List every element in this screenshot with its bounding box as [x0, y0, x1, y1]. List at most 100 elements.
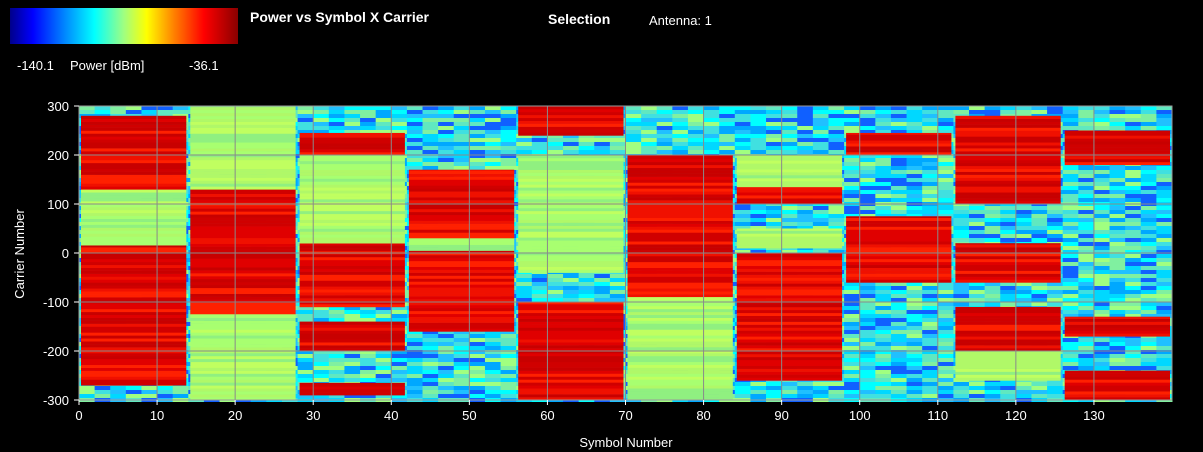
heatmap-noise-cell: [1125, 178, 1141, 182]
heatmap-noise-cell: [860, 294, 876, 298]
heatmap-noise-cell: [1110, 266, 1126, 270]
heatmap-noise-cell: [1094, 354, 1110, 358]
heatmap-noise-cell: [875, 170, 891, 174]
heatmap-noise-cell: [844, 314, 860, 318]
heatmap-noise-cell: [860, 166, 876, 170]
heatmap-noise-cell: [797, 222, 813, 226]
heatmap-noise-cell: [1063, 166, 1079, 170]
heatmap-noise-cell: [1156, 270, 1172, 274]
heatmap-noise-cell: [1016, 298, 1032, 302]
heatmap-noise-cell: [1094, 242, 1110, 246]
heatmap-noise-cell: [1125, 110, 1141, 114]
heatmap-noise-cell: [1078, 118, 1094, 122]
heatmap-noise-cell: [376, 126, 392, 130]
heatmap-noise-cell: [501, 338, 517, 342]
heatmap-noise-cell: [1141, 266, 1157, 270]
heatmap-noise-cell: [1063, 278, 1079, 282]
heatmap-noise-cell: [485, 126, 501, 130]
heatmap-noise-cell: [532, 278, 548, 282]
heatmap-noise-cell: [1094, 218, 1110, 222]
heatmap-noise-cell: [1000, 234, 1016, 238]
heatmap-noise-cell: [922, 294, 938, 298]
heatmap-noise-cell: [1047, 210, 1063, 214]
heatmap-noise-cell: [985, 286, 1001, 290]
heatmap-noise-cell: [391, 122, 407, 126]
heatmap-noise-cell: [782, 142, 798, 146]
heatmap-noise-cell: [501, 386, 517, 390]
heatmap-noise-cell: [1156, 226, 1172, 230]
heatmap-noise-cell: [1125, 302, 1141, 306]
heatmap-noise-cell: [907, 118, 923, 122]
heatmap-noise-cell: [797, 218, 813, 222]
heatmap-noise-cell: [1078, 106, 1094, 110]
heatmap-noise-cell: [938, 374, 954, 378]
heatmap-noise-cell: [875, 194, 891, 198]
heatmap-noise-cell: [985, 294, 1001, 298]
heatmap-noise-cell: [688, 126, 704, 130]
heatmap-noise-cell: [844, 190, 860, 194]
heatmap-noise-cell: [1031, 222, 1047, 226]
heatmap-noise-cell: [532, 146, 548, 150]
heatmap-noise-cell: [1063, 254, 1079, 258]
heatmap-noise-cell: [782, 110, 798, 114]
heatmap-noise-cell: [1063, 354, 1079, 358]
heatmap-noise-cell: [735, 118, 751, 122]
heatmap-noise-cell: [1000, 214, 1016, 218]
heatmap-noise-cell: [1094, 234, 1110, 238]
heatmap-noise-cell: [423, 370, 439, 374]
heatmap-noise-cell: [423, 114, 439, 118]
heatmap-noise-cell: [344, 378, 360, 382]
heatmap-noise-cell: [938, 162, 954, 166]
heatmap-noise-cell: [750, 114, 766, 118]
heatmap-noise-cell: [1110, 246, 1126, 250]
heatmap-noise-cell: [391, 106, 407, 110]
heatmap-noise-cell: [907, 386, 923, 390]
heatmap-noise-cell: [797, 110, 813, 114]
heatmap-noise-cell: [501, 146, 517, 150]
heatmap-noise-cell: [376, 358, 392, 362]
heatmap-noise-cell: [907, 122, 923, 126]
heatmap-noise-cell: [1156, 218, 1172, 222]
heatmap-noise-cell: [1063, 170, 1079, 174]
heatmap-noise-cell: [563, 282, 579, 286]
heatmap-noise-cell: [953, 226, 969, 230]
heatmap-noise-cell: [844, 310, 860, 314]
heatmap-noise-cell: [1156, 302, 1172, 306]
heatmap-noise-cell: [735, 122, 751, 126]
heatmap-noise-cell: [922, 198, 938, 202]
heatmap-noise-cell: [922, 386, 938, 390]
heatmap-noise-cell: [922, 206, 938, 210]
heatmap-noise-cell: [875, 114, 891, 118]
heatmap-noise-cell: [860, 298, 876, 302]
heatmap-noise-cell: [938, 306, 954, 310]
heatmap-noise-cell: [376, 122, 392, 126]
heatmap-noise-cell: [438, 366, 454, 370]
heatmap-noise-cell: [469, 126, 485, 130]
heatmap-noise-cell: [1047, 238, 1063, 242]
heatmap-noise-cell: [1031, 218, 1047, 222]
heatmap-noise-cell: [485, 366, 501, 370]
heatmap-noise-cell: [1078, 286, 1094, 290]
heatmap-noise-cell: [1125, 294, 1141, 298]
heatmap-noise-cell: [313, 314, 329, 318]
heatmap-noise-cell: [1141, 186, 1157, 190]
heatmap-noise-cell: [1094, 110, 1110, 114]
heatmap-noise-cell: [469, 146, 485, 150]
heatmap-noise-cell: [797, 118, 813, 122]
heatmap-noise-cell: [594, 274, 610, 278]
heatmap-noise-cell: [875, 106, 891, 110]
heatmap-noise-cell: [579, 298, 595, 302]
heatmap-noise-cell: [782, 210, 798, 214]
heatmap-noise-cell: [469, 342, 485, 346]
heatmap-noise-cell: [672, 138, 688, 142]
heatmap-noise-cell: [95, 110, 111, 114]
heatmap-noise-cell: [1125, 258, 1141, 262]
heatmap-noise-cell: [485, 166, 501, 170]
heatmap-noise-cell: [95, 390, 111, 394]
heatmap-noise-cell: [704, 138, 720, 142]
heatmap-noise-cell: [547, 286, 563, 290]
heatmap-noise-cell: [1078, 166, 1094, 170]
heatmap-noise-cell: [1063, 306, 1079, 310]
heatmap-noise-cell: [329, 114, 345, 118]
